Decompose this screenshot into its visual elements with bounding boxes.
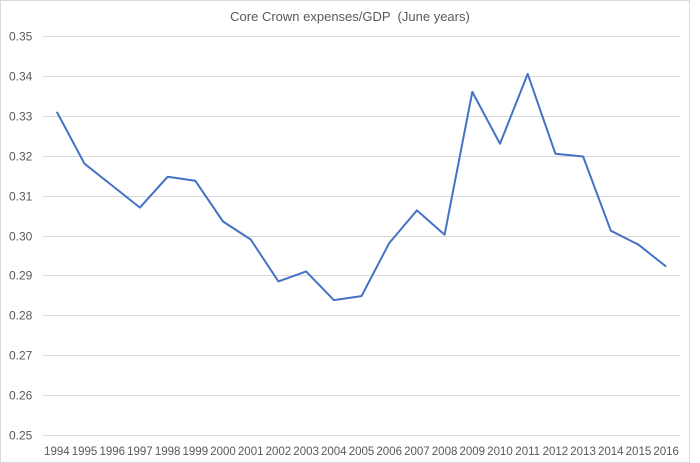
x-tick-label: 1995 (72, 446, 98, 458)
x-tick-label: 2004 (321, 446, 347, 458)
x-tick-label: 1998 (155, 446, 181, 458)
x-tick-label: 2002 (266, 446, 292, 458)
x-axis-labels: 1994 1995 1996 1997 1998 1999 2000 2001 2002 2003… (44, 446, 679, 458)
x-tick-label: 2005 (349, 446, 375, 458)
x-tick-label: 1999 (183, 446, 209, 458)
x-tick-label: 2006 (376, 446, 402, 458)
y-tick-label: 0.29 (9, 269, 33, 283)
chart-title: Core Crown expenses/GDP (June years) (230, 9, 470, 24)
x-tick-label: 2014 (598, 446, 624, 458)
x-tick-label: 1996 (99, 446, 125, 458)
y-tick-label: 0.32 (9, 150, 33, 164)
y-tick-label: 0.33 (9, 110, 33, 124)
y-tick-label: 0.35 (9, 30, 33, 44)
x-tick-label: 2016 (653, 446, 679, 458)
x-tick-label: 2013 (570, 446, 596, 458)
gridlines (43, 36, 680, 436)
x-tick-label: 2008 (432, 446, 458, 458)
y-tick-label: 0.28 (9, 309, 33, 323)
y-tick-label: 0.34 (9, 70, 33, 84)
x-tick-label: 2009 (459, 446, 485, 458)
x-tick-label: 2015 (626, 446, 652, 458)
x-tick-label: 2012 (543, 446, 569, 458)
x-tick-label: 2007 (404, 446, 430, 458)
x-tick-label: 2000 (210, 446, 236, 458)
x-tick-label: 2010 (487, 446, 513, 458)
x-tick-label: 2011 (515, 446, 540, 458)
x-tick-label: 1994 (44, 446, 70, 458)
y-axis-labels: 0.35 0.34 0.33 0.32 0.31 0.30 0.29 0.28 0.27 0.26… (9, 30, 33, 443)
y-tick-label: 0.30 (9, 230, 33, 244)
y-tick-label: 0.27 (9, 349, 33, 363)
data-series-line (55, 72, 667, 302)
y-tick-label: 0.31 (9, 190, 33, 204)
y-tick-label: 0.25 (9, 429, 33, 443)
x-tick-label: 2003 (293, 446, 319, 458)
x-tick-label: 2001 (238, 446, 264, 458)
y-tick-label: 0.26 (9, 389, 33, 403)
x-tick-label: 1997 (127, 446, 153, 458)
